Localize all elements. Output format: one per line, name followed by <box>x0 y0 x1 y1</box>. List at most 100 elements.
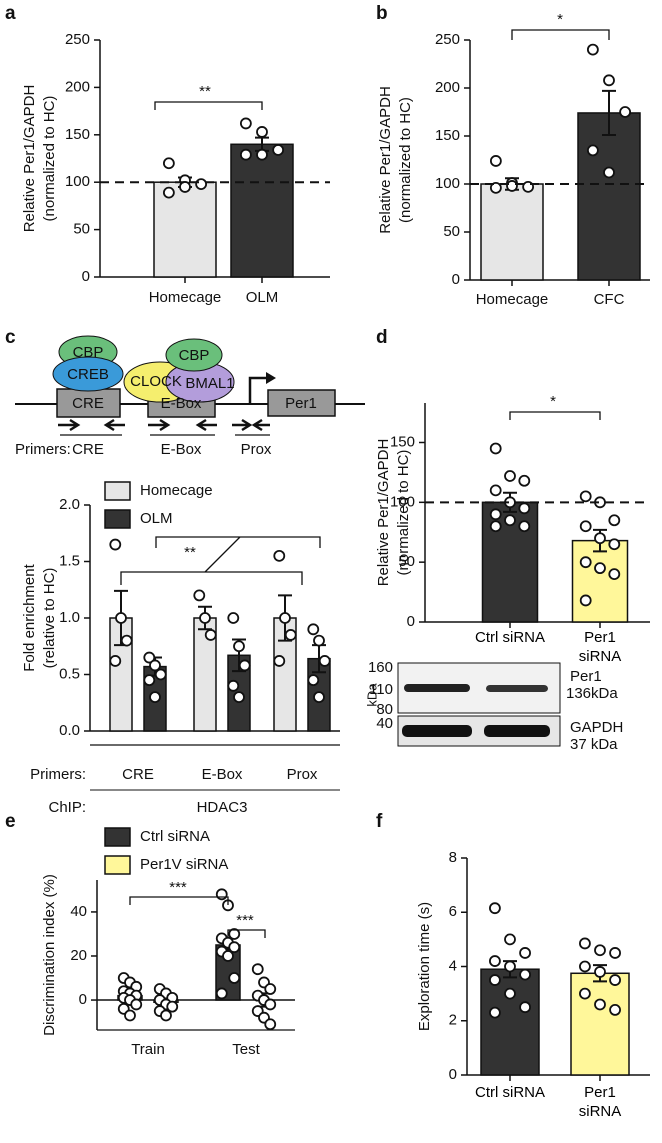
data-point <box>149 691 161 703</box>
data-point <box>504 987 516 1000</box>
primer-arrows <box>58 418 270 436</box>
bar <box>571 539 629 623</box>
y-tick-label: 8 <box>449 849 457 866</box>
x-tick-label: Per1 siRNA <box>578 1084 622 1120</box>
significance-bracket <box>227 929 266 938</box>
data-point <box>594 966 606 978</box>
primer-name: Prox <box>241 441 272 458</box>
data-point <box>579 490 592 503</box>
x-tick-label: Ctrl siRNA <box>475 1084 545 1101</box>
data-point <box>215 888 228 901</box>
data-point <box>154 668 167 681</box>
significance-bracket <box>129 896 229 905</box>
primer-name: E-Box <box>161 441 202 458</box>
data-point <box>586 43 599 56</box>
data-point <box>228 972 241 984</box>
y-axis-label: Relative Per1/GAPDH <box>21 85 38 233</box>
data-point <box>594 944 606 957</box>
data-point <box>233 640 245 653</box>
promoter-diagram: CBP CREB CLOCK BMAL1 CBP CRE E-Box Per1 … <box>15 335 365 458</box>
data-point <box>193 589 206 602</box>
y-tick-label: 150 <box>65 126 90 143</box>
data-point <box>256 148 268 161</box>
x-tick-label: Homecage <box>149 289 222 306</box>
data-point <box>619 106 632 118</box>
data-point <box>489 442 502 455</box>
data-point <box>227 612 240 624</box>
y-tick-label: 1.0 <box>59 609 80 626</box>
bar <box>480 183 544 281</box>
x-tick-label: Per1 siRNA <box>578 629 622 665</box>
data-point <box>195 178 208 190</box>
data-point <box>594 532 606 545</box>
protein-label: CBP <box>179 347 210 364</box>
data-point <box>519 1001 531 1014</box>
legend-swatch <box>104 481 131 501</box>
y-tick-label: 0 <box>407 613 415 630</box>
data-point <box>489 181 502 194</box>
significance-label: ** <box>184 544 196 561</box>
marker: 40 <box>376 715 393 732</box>
data-point <box>579 594 592 607</box>
data-point <box>504 960 516 973</box>
y-tick-label: 0 <box>79 991 87 1008</box>
panel-letter: c <box>5 327 16 348</box>
y-axis-label: (normalized to HC) <box>395 450 412 576</box>
data-point <box>506 180 518 192</box>
y-tick-label: 40 <box>70 903 87 920</box>
data-point <box>264 983 277 995</box>
data-point <box>518 474 531 487</box>
data-point <box>608 514 621 527</box>
row-label: Primers: <box>30 766 86 783</box>
data-point <box>238 659 251 672</box>
significance-bracket <box>154 101 263 110</box>
data-point <box>579 556 592 569</box>
y-axis-label: Fold enrichment <box>21 563 38 671</box>
data-point <box>489 902 501 915</box>
protein-label: CLOCK <box>130 373 182 390</box>
panel-letter: f <box>376 811 383 832</box>
x-tick-label: E-Box <box>202 766 243 783</box>
data-point <box>162 186 175 199</box>
tss-arrow <box>248 376 268 404</box>
x-label-box: Per1 siRNA <box>578 1084 622 1120</box>
marker: 80 <box>376 701 393 718</box>
y-tick-label: 100 <box>65 173 90 190</box>
data-point <box>609 1004 621 1016</box>
western-blot: kDa 160 110 80 40 Per1 136kDa GAPDH 37 k… <box>364 659 623 753</box>
y-tick-label: 6 <box>449 903 457 920</box>
band-label: Per1 <box>570 668 602 685</box>
x-tick-label: Prox <box>287 766 318 783</box>
y-tick-label: 4 <box>449 957 457 974</box>
data-point <box>307 623 320 636</box>
y-axis-label: Discrimination index (%) <box>41 874 58 1036</box>
legend-label: Per1V siRNA <box>140 856 228 873</box>
x-tick-label: Ctrl siRNA <box>475 629 545 646</box>
data-point <box>504 514 516 527</box>
data-point <box>273 655 286 667</box>
significance-label: ** <box>199 83 211 100</box>
data-point <box>239 117 252 130</box>
panel-letter: e <box>5 811 16 832</box>
y-tick-label: 250 <box>435 31 460 48</box>
data-point <box>579 960 591 973</box>
band <box>484 725 550 737</box>
data-point <box>162 157 175 170</box>
y-axis-label: Relative Per1/GAPDH <box>377 86 394 234</box>
primers-label: Primers: <box>15 441 71 458</box>
x-label-box: Ctrl siRNA <box>475 1084 545 1101</box>
significance-label: *** <box>236 912 254 929</box>
per1-box <box>267 389 336 417</box>
y-tick-label: 2 <box>449 1012 457 1029</box>
significance-label: * <box>557 11 563 28</box>
y-axis-label: (normalized to HC) <box>41 96 58 222</box>
significance-bracket <box>509 411 601 420</box>
protein-label: CREB <box>67 366 109 383</box>
y-axis-label: (normalized to HC) <box>397 97 414 223</box>
tss-arrowhead <box>266 372 276 384</box>
element-label: E-Box <box>161 395 202 412</box>
bar <box>570 972 630 1076</box>
y-axis-label: (relative to HC) <box>41 568 58 669</box>
x-tick-label: OLM <box>246 289 279 306</box>
data-point <box>124 1009 136 1022</box>
